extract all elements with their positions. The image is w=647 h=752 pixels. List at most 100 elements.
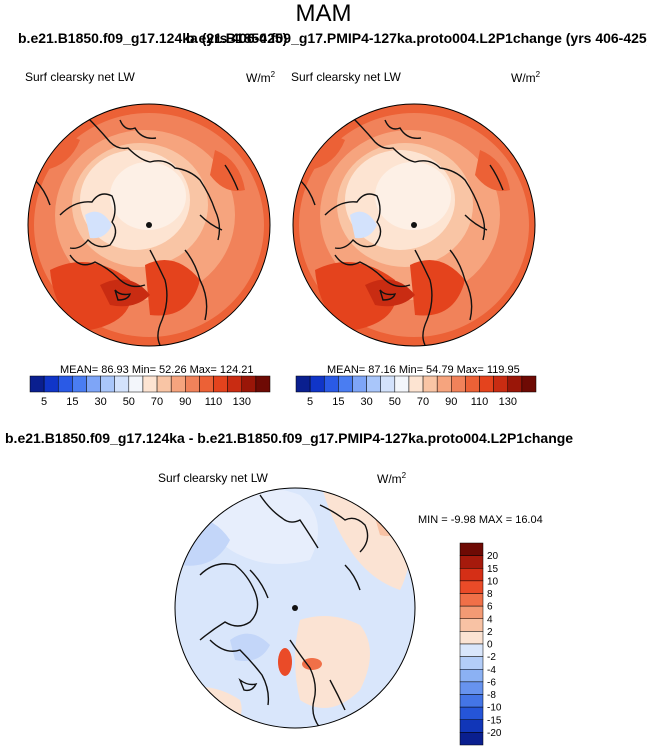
panel1-colorbar-label: 15	[66, 396, 78, 408]
panel1-colorbar-box	[43, 375, 59, 393]
panel3-colorbar-box	[459, 605, 484, 619]
panel2-colorbar-box	[479, 375, 494, 393]
panel1-colorbar-label: 130	[233, 396, 251, 408]
panel3-colorbar-label: -4	[487, 665, 496, 676]
panel3-colorbar-box	[459, 568, 484, 582]
panel1-colorbar-label: 90	[179, 396, 191, 408]
panel3-colorbar-box	[459, 694, 484, 708]
panel3-colorbar-label: -2	[487, 652, 496, 663]
header-left-title: b.e21.B1850.f09_g17.124ka (yrs 406-425)	[18, 30, 288, 46]
panel3-map-border	[174, 487, 416, 729]
panel3-colorbar-label: 8	[487, 589, 493, 600]
panel2-colorbar-box	[408, 375, 424, 393]
panel2-colorbar-box	[338, 375, 353, 393]
panel2-colorbar-box	[451, 375, 466, 393]
panel1-colorbar-box	[57, 375, 73, 393]
panel1-colorbar: 5 15 30 50 70 90 110 130	[29, 375, 271, 408]
panel2-colorbar-label: 70	[417, 396, 429, 408]
panel3-colorbar-box	[459, 656, 484, 670]
panel3-stats: MIN = -9.98 MAX = 16.04	[418, 514, 543, 526]
diff-title: b.e21.B1850.f09_g17.124ka - b.e21.B1850.…	[5, 430, 574, 446]
panel2-colorbar-label: 5	[307, 396, 313, 408]
panel1-colorbar-box	[213, 375, 228, 393]
panel1-colorbar-box	[142, 375, 158, 393]
panel3-colorbar-box	[459, 681, 484, 695]
panel2-colorbar-box	[366, 375, 381, 393]
panel1-colorbar-label: 30	[94, 396, 106, 408]
panel1-colorbar-label: 70	[151, 396, 163, 408]
panel3-colorbar-label: 2	[487, 627, 493, 638]
panel2-colorbar-box	[465, 375, 480, 393]
panel2-colorbar-box	[323, 375, 339, 393]
panel1-map-border	[27, 103, 271, 347]
panel3-colorbar-box	[459, 580, 484, 594]
panel3-colorbar-box	[459, 732, 484, 746]
panel2-colorbar-box	[352, 375, 367, 393]
panel3-map	[175, 488, 415, 728]
panel2-colorbar-box	[380, 375, 396, 393]
panel3-colorbar-box	[459, 542, 484, 556]
panel2-colorbar-label: 50	[389, 396, 401, 408]
panel1-colorbar-box	[185, 375, 200, 393]
panel1-variable-label: Surf clearsky net LW	[25, 70, 135, 84]
panel3-colorbar-label: 0	[487, 640, 493, 651]
panel3-colorbar-box	[459, 643, 484, 657]
panel3-colorbar-label: -6	[487, 677, 496, 688]
panel1-colorbar-label: 50	[123, 396, 135, 408]
panel2-colorbar-label: 90	[445, 396, 457, 408]
panel3-colorbar-label: -15	[487, 715, 502, 726]
panel2-colorbar-box	[394, 375, 410, 393]
panel3-colorbar-box	[459, 618, 484, 632]
panel1-colorbar-box	[156, 375, 172, 393]
panel2-stats: MEAN= 87.16 Min= 54.79 Max= 119.95	[327, 364, 520, 376]
panel2-colorbar: 5 15 30 50 70 90 110 130	[295, 375, 537, 408]
panel3-colorbar-label: 6	[487, 602, 493, 613]
panel1-colorbar-box	[199, 375, 214, 393]
panel1-colorbar-box	[100, 375, 115, 393]
panel2-colorbar-box	[521, 375, 537, 393]
panel3-colorbar-box	[459, 631, 484, 645]
panel2-colorbar-box	[493, 375, 509, 393]
panel2-colorbar-box	[309, 375, 325, 393]
panel3-units: W/m2	[377, 471, 407, 486]
page-title: MAM	[295, 0, 352, 27]
panel3-colorbar-label: 15	[487, 564, 499, 575]
panel3-colorbar-label: -10	[487, 703, 502, 714]
panel3-colorbar-box	[459, 593, 484, 607]
panel3-colorbar-box	[459, 669, 484, 683]
header-right-title: b.e21.B1850.f09_g17.PMIP4-127ka.proto004…	[186, 30, 647, 46]
panel1-colorbar-box	[128, 375, 144, 393]
panel2-map-border	[292, 103, 536, 347]
panel2-colorbar-box	[295, 375, 311, 393]
panel1-colorbar-box	[241, 375, 257, 393]
panel3-colorbar-box	[459, 706, 484, 720]
panel3-colorbar-label: -20	[487, 728, 502, 739]
panel2-colorbar-label: 110	[471, 396, 489, 408]
panel2-colorbar-label: 15	[332, 396, 344, 408]
panel3-colorbar-label: 20	[487, 551, 499, 562]
panel2-units: W/m2	[511, 70, 541, 85]
panel3-variable-label: Surf clearsky net LW	[158, 471, 268, 485]
panel1-colorbar-box	[114, 375, 130, 393]
panel2-colorbar-label: 30	[360, 396, 372, 408]
panel1-colorbar-box	[72, 375, 87, 393]
panel1-colorbar-box	[29, 375, 45, 393]
panel2-variable-label: Surf clearsky net LW	[291, 70, 401, 84]
panel2-colorbar-box	[507, 375, 523, 393]
panel1-colorbar-box	[255, 375, 271, 393]
panel1-units: W/m2	[246, 70, 276, 85]
panel1-colorbar-label: 5	[41, 396, 47, 408]
panel1-colorbar-label: 110	[205, 396, 223, 408]
panel1-colorbar-box	[86, 375, 101, 393]
panel3-colorbar-box	[459, 719, 484, 733]
panel3-colorbar-label: 10	[487, 576, 499, 587]
panel1-map	[28, 104, 270, 346]
panel1-stats: MEAN= 86.93 Min= 52.26 Max= 124.21	[60, 364, 254, 376]
panel2-map	[293, 104, 535, 346]
panel1-colorbar-box	[227, 375, 243, 393]
panel3-colorbar-label: 4	[487, 614, 493, 625]
panel2-colorbar-label: 130	[499, 396, 517, 408]
panel1-colorbar-box	[170, 375, 186, 393]
